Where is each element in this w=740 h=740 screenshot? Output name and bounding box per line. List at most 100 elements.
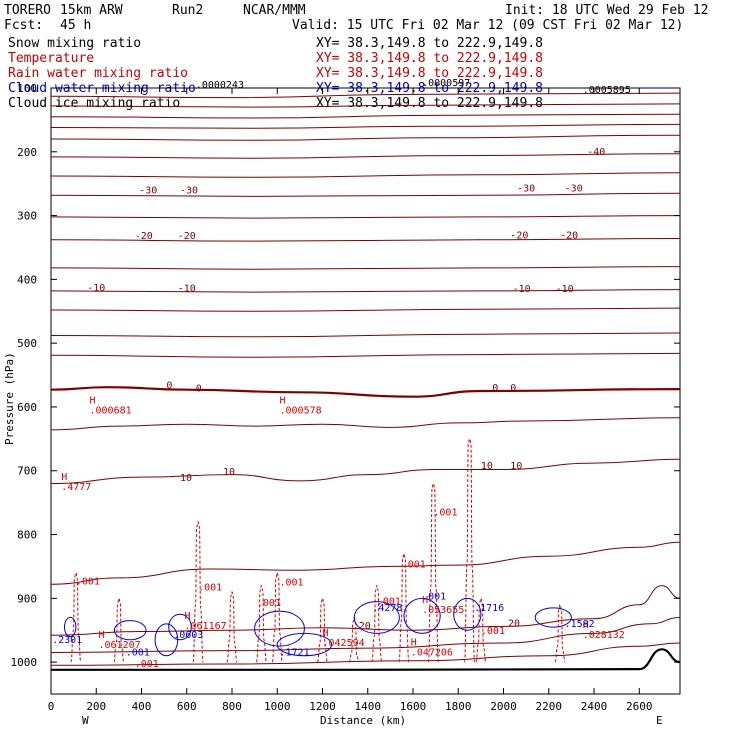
isotherm-line: [50, 617, 681, 653]
rain-label: .001: [280, 578, 304, 589]
x-tick-label: 1800: [445, 700, 472, 713]
isotherm-label: 10: [481, 461, 493, 472]
isotherm-label: -10: [87, 283, 105, 294]
y-tick-label: 300: [17, 210, 37, 223]
x-tick-label: 2400: [581, 700, 608, 713]
isotherm-line: [50, 458, 681, 484]
ground-line: [51, 648, 681, 671]
rain-contour: [192, 521, 204, 663]
isotherm-line: [50, 352, 681, 358]
max-marker-h: H: [583, 620, 589, 631]
rain-label: .001: [481, 626, 505, 637]
max-label: .053655: [422, 605, 464, 616]
max-marker-h: H: [185, 611, 191, 622]
rain-contours: [70, 438, 566, 663]
ground-surface: [51, 648, 681, 671]
legend-xy-4: XY= 38.3,149.8 to 222.9,149.8: [316, 96, 543, 111]
cloud-water-label: .1721: [280, 648, 310, 659]
cloud-water-contour: [453, 597, 482, 631]
isotherm-label: 20: [508, 618, 520, 629]
legend-xy-2: XY= 38.3,149.8 to 222.9,149.8: [316, 66, 543, 81]
contour-labels: -40 -30 -30 -30 -30 -20 -20 -20 -20 -10 -10 -10 -10 0…: [52, 78, 631, 670]
max-marker-h: H: [280, 395, 286, 406]
cloud-water-label: .001: [126, 648, 150, 659]
cloud-water-contour: [353, 601, 400, 634]
isotherm-label: -30: [139, 185, 157, 196]
rain-contour: [317, 597, 328, 663]
max-label: .000578: [280, 405, 322, 416]
isotherm-line: [50, 238, 681, 242]
isotherm-label: -30: [565, 183, 583, 194]
x-tick-label: 2000: [490, 700, 517, 713]
rain-label: .001: [76, 576, 100, 587]
rain-contour: [464, 438, 476, 663]
rain-contour: [475, 597, 487, 663]
y-tick-label: 700: [17, 465, 37, 478]
max-label: .4777: [61, 482, 91, 493]
max-label: .061167: [185, 621, 227, 632]
isotherm-label: -40: [587, 147, 605, 158]
cloud-water-contour: [403, 597, 441, 634]
legend-name-0: Snow mixing ratio: [8, 36, 141, 51]
header-model: TORERO: [4, 3, 51, 18]
max-marker-h: H: [411, 638, 417, 649]
isotherm-line: [50, 307, 681, 312]
isotherm-line: [50, 417, 681, 431]
x-end-label-west: W: [82, 714, 89, 727]
ice-max-label: .0000243: [196, 80, 244, 91]
isotherm-line: [50, 192, 681, 197]
legend-name-4: Cloud ice mixing ratio: [8, 96, 180, 111]
header-resolution: 15km ARW: [60, 3, 123, 18]
cloud-water-contour: [534, 607, 572, 628]
isotherm-line: [50, 266, 681, 270]
header-fcst-label: Fcst:: [4, 18, 43, 33]
y-axis-label: Pressure (hPa): [3, 352, 16, 445]
ice-max-label: .0000597: [422, 78, 470, 89]
y-tick-label: 400: [17, 273, 37, 286]
max-marker-h: H: [99, 630, 105, 641]
rain-contour: [554, 604, 566, 663]
header-valid: Valid: 15 UTC Fri 02 Mar 12 (09 CST Fri …: [292, 18, 683, 33]
isotherm-label: -30: [517, 183, 535, 194]
rain-contour: [113, 597, 125, 663]
max-label: .047206: [411, 648, 453, 659]
temperature-isotherms: [50, 92, 681, 666]
isotherm-line: [50, 134, 681, 141]
isotherm-line: [50, 585, 681, 636]
rain-label: .001: [402, 560, 426, 571]
max-marker-h: H: [323, 628, 329, 639]
y-tick-label: 1000: [11, 656, 38, 669]
legend-xy-1: XY= 38.3,149.8 to 222.9,149.8: [316, 51, 543, 66]
isotherm-line: [50, 215, 681, 219]
isotherm-label: 10: [223, 467, 235, 478]
isotherm-label: -10: [513, 284, 531, 295]
rain-contour: [70, 572, 82, 663]
isotherm-line: [50, 92, 681, 99]
rain-label: .001: [135, 659, 159, 670]
cloud-water-label: .1716: [474, 603, 504, 614]
isotherm-line: [50, 172, 681, 178]
isotherm-line: [50, 103, 681, 108]
legend-xy-0: XY= 38.3,149.8 to 222.9,149.8: [316, 36, 543, 51]
header-fcst-value: 45 h: [60, 18, 91, 33]
x-tick-label: 2600: [626, 700, 653, 713]
header-org: NCAR/MMM: [243, 3, 306, 18]
max-label: .028132: [583, 630, 625, 641]
cloud-water-contour: [168, 613, 192, 641]
cloud-water-contour: [254, 610, 305, 647]
axis-ticks: 0 200 400 600 800 1000 1200 1400 1600 1800 2000 220…: [11, 82, 680, 713]
x-tick-label: 600: [177, 700, 197, 713]
cloud-water-label: .1582: [565, 619, 595, 630]
isotherm-line: [50, 153, 681, 159]
y-tick-label: 900: [17, 592, 37, 605]
rain-label: .001: [377, 597, 401, 608]
isotherm-label: 10: [510, 461, 522, 472]
ice-max-label: .0005895: [583, 85, 631, 96]
cloud-water-label: .4278: [372, 603, 402, 614]
x-end-label-east: E: [656, 714, 663, 727]
rain-contour: [427, 482, 439, 663]
isotherm-label: 10: [180, 473, 192, 484]
cloud-water-contour: [276, 632, 333, 657]
x-tick-label: 1200: [309, 700, 336, 713]
